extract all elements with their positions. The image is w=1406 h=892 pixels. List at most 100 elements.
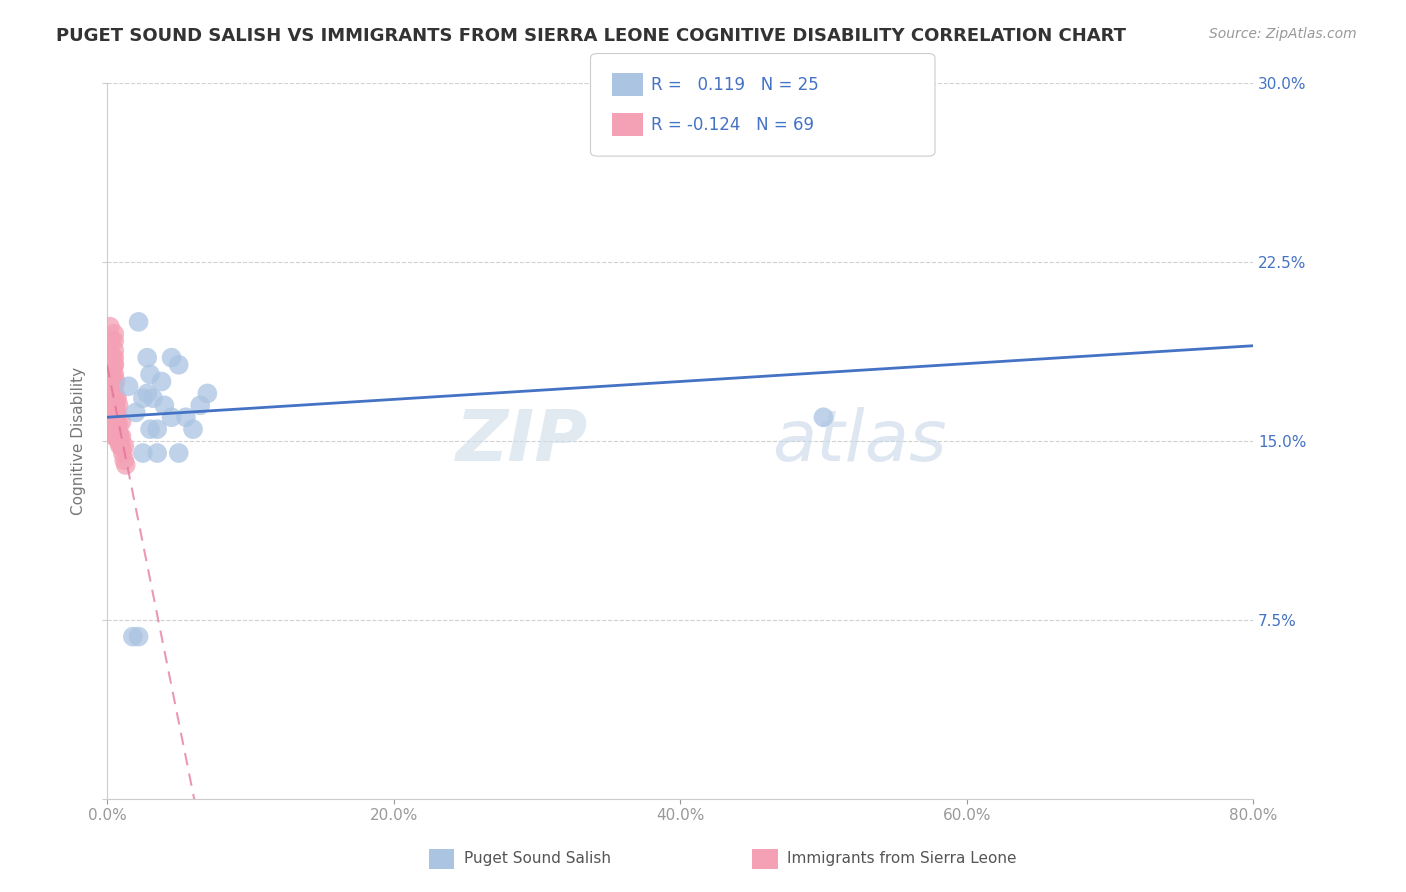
Point bbox=[153, 398, 176, 412]
Point bbox=[110, 439, 132, 453]
Point bbox=[132, 446, 155, 460]
Point bbox=[174, 410, 197, 425]
Point bbox=[104, 375, 127, 389]
Point bbox=[813, 410, 835, 425]
Point bbox=[142, 391, 165, 405]
Point bbox=[111, 446, 134, 460]
Text: Source: ZipAtlas.com: Source: ZipAtlas.com bbox=[1209, 27, 1357, 41]
Point bbox=[101, 382, 124, 396]
Point bbox=[103, 358, 125, 372]
Text: PUGET SOUND SALISH VS IMMIGRANTS FROM SIERRA LEONE COGNITIVE DISABILITY CORRELAT: PUGET SOUND SALISH VS IMMIGRANTS FROM SI… bbox=[56, 27, 1126, 45]
Point bbox=[107, 426, 129, 441]
Point bbox=[101, 398, 124, 412]
Point bbox=[103, 358, 125, 372]
Point bbox=[139, 368, 162, 382]
Point bbox=[105, 391, 128, 405]
Point bbox=[103, 422, 125, 436]
Point bbox=[160, 351, 183, 365]
Point bbox=[101, 351, 124, 365]
Point bbox=[100, 351, 122, 365]
Point bbox=[100, 415, 122, 429]
Point bbox=[104, 405, 127, 419]
Point bbox=[107, 417, 129, 432]
Point bbox=[103, 334, 125, 348]
Point bbox=[98, 410, 121, 425]
Y-axis label: Cognitive Disability: Cognitive Disability bbox=[72, 367, 86, 516]
Point bbox=[104, 415, 127, 429]
Point bbox=[104, 429, 127, 443]
Point bbox=[181, 422, 204, 436]
Point bbox=[136, 386, 159, 401]
Point bbox=[100, 382, 122, 396]
Point bbox=[117, 379, 139, 393]
Point bbox=[139, 422, 162, 436]
Point bbox=[132, 391, 155, 405]
Point bbox=[98, 422, 121, 436]
Point bbox=[105, 415, 128, 429]
Point bbox=[110, 415, 132, 429]
Point bbox=[101, 391, 124, 405]
Point bbox=[104, 391, 127, 405]
Point bbox=[101, 405, 124, 419]
Point bbox=[98, 319, 121, 334]
Point bbox=[101, 422, 124, 436]
Point bbox=[121, 630, 143, 644]
Point bbox=[100, 422, 122, 436]
Text: R = -0.124   N = 69: R = -0.124 N = 69 bbox=[651, 116, 814, 134]
Point bbox=[128, 315, 150, 329]
Point bbox=[110, 429, 132, 443]
Point bbox=[108, 429, 131, 443]
Text: Immigrants from Sierra Leone: Immigrants from Sierra Leone bbox=[787, 851, 1017, 865]
Point bbox=[98, 386, 121, 401]
Point bbox=[160, 410, 183, 425]
Point bbox=[150, 375, 173, 389]
Point bbox=[107, 398, 129, 412]
Point bbox=[100, 398, 122, 412]
Point bbox=[105, 429, 128, 443]
Point bbox=[105, 422, 128, 436]
Point bbox=[167, 446, 190, 460]
Point bbox=[104, 422, 127, 436]
Point bbox=[101, 368, 124, 382]
Point bbox=[100, 334, 122, 348]
Point bbox=[146, 422, 169, 436]
Point bbox=[188, 398, 211, 412]
Point bbox=[112, 439, 135, 453]
Point bbox=[100, 391, 122, 405]
Point bbox=[100, 375, 122, 389]
Point bbox=[105, 405, 128, 419]
Point bbox=[103, 391, 125, 405]
Point bbox=[98, 393, 121, 408]
Point bbox=[167, 358, 190, 372]
Point bbox=[98, 403, 121, 417]
Point bbox=[128, 630, 150, 644]
Text: ZIP: ZIP bbox=[456, 407, 589, 475]
Point bbox=[107, 434, 129, 449]
Point bbox=[103, 343, 125, 358]
Point bbox=[103, 368, 125, 382]
Point bbox=[103, 382, 125, 396]
Point bbox=[103, 415, 125, 429]
Point bbox=[98, 358, 121, 372]
Point bbox=[136, 351, 159, 365]
Point bbox=[98, 368, 121, 382]
Point bbox=[114, 458, 136, 472]
Point bbox=[103, 398, 125, 412]
Text: R =   0.119   N = 25: R = 0.119 N = 25 bbox=[651, 76, 818, 94]
Point bbox=[103, 326, 125, 341]
Point bbox=[104, 398, 127, 412]
Point bbox=[195, 386, 218, 401]
Text: Puget Sound Salish: Puget Sound Salish bbox=[464, 851, 612, 865]
Point bbox=[101, 375, 124, 389]
Point bbox=[100, 358, 122, 372]
Point bbox=[100, 405, 122, 419]
Point bbox=[103, 375, 125, 389]
Point bbox=[100, 368, 122, 382]
Point bbox=[103, 429, 125, 443]
Point bbox=[103, 351, 125, 365]
Text: atlas: atlas bbox=[772, 407, 946, 475]
Point bbox=[108, 439, 131, 453]
Point bbox=[103, 405, 125, 419]
Point bbox=[125, 405, 148, 419]
Point bbox=[101, 415, 124, 429]
